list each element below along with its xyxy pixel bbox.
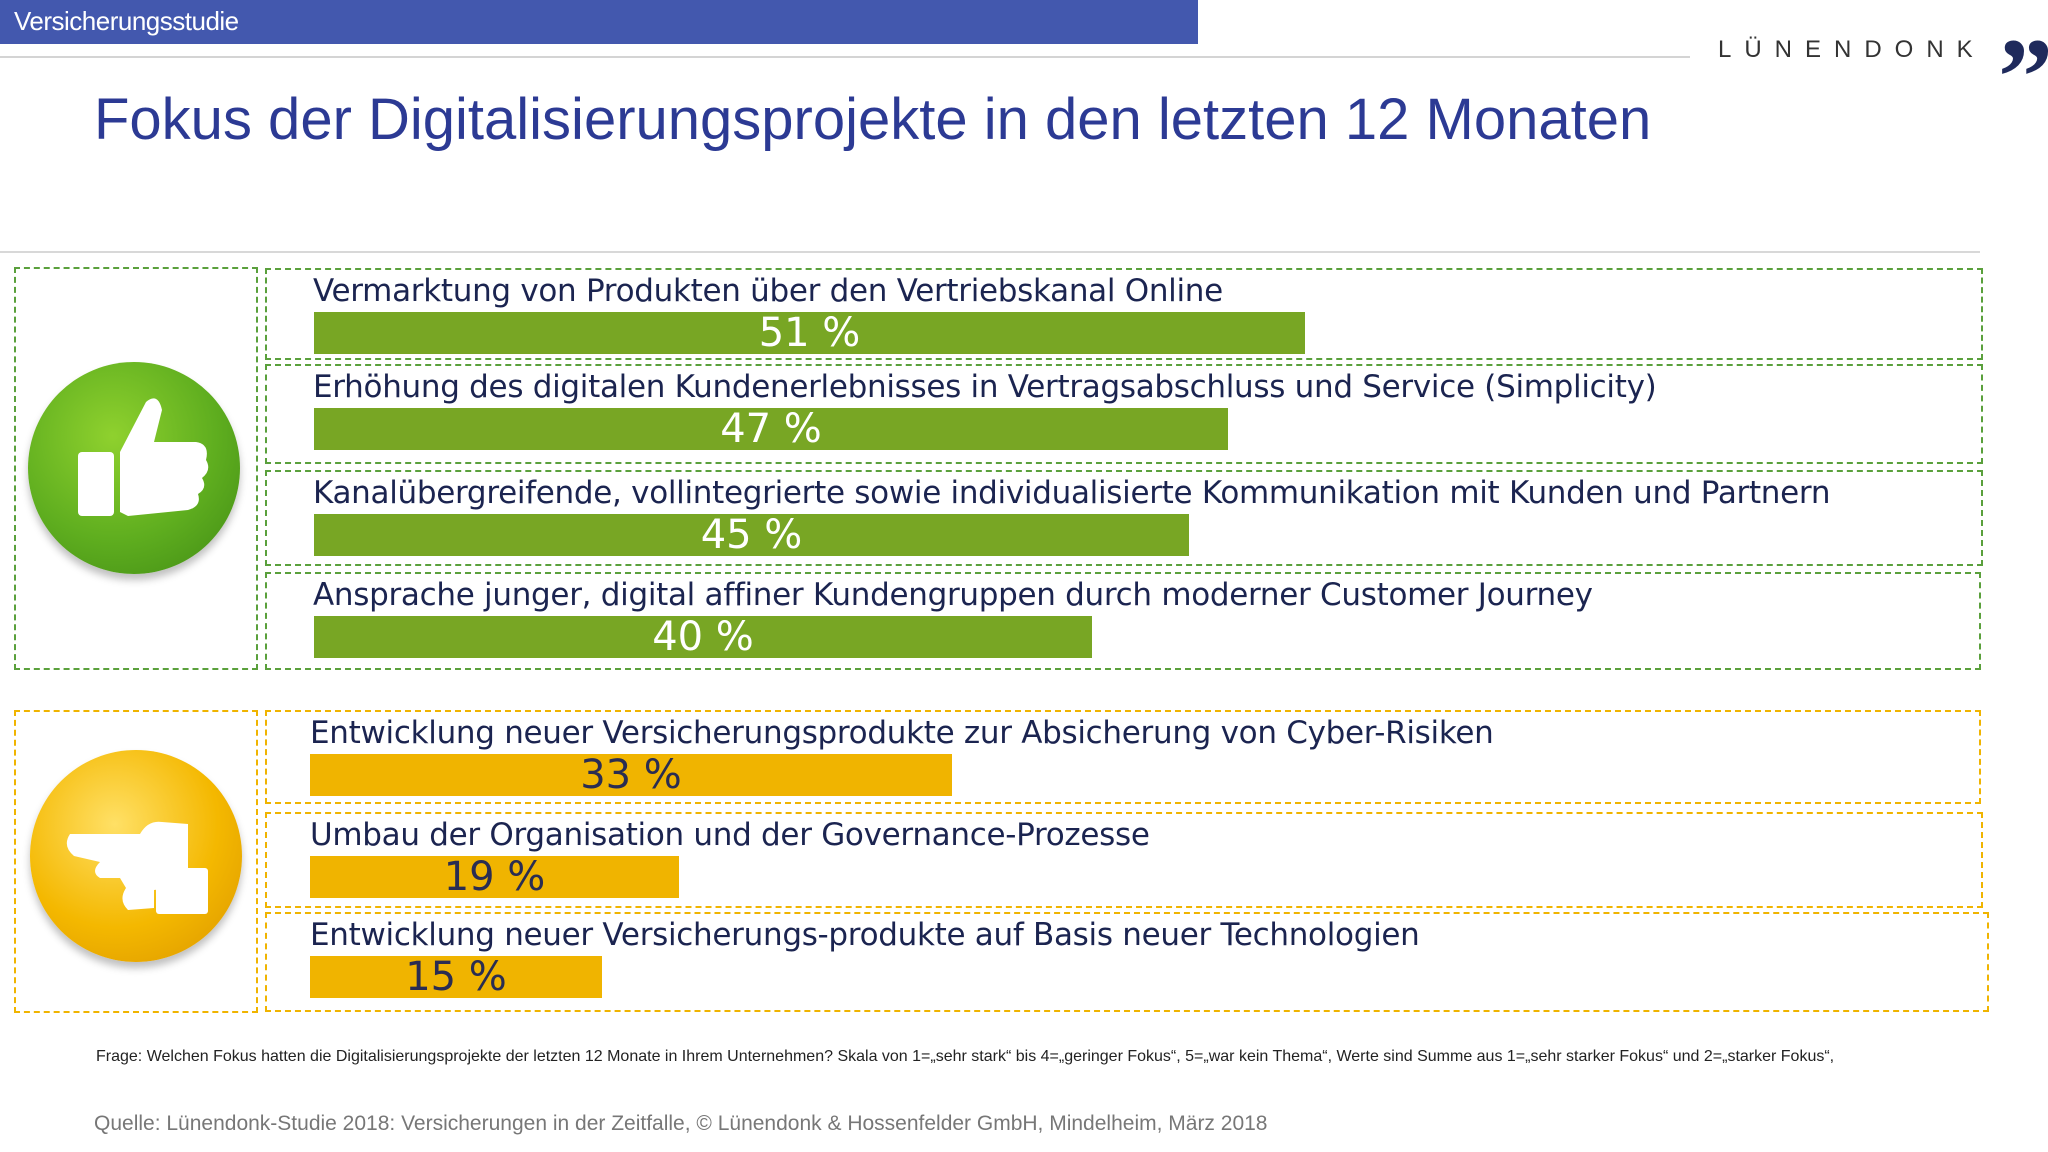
bar-row: Entwicklung neuer Versicherungsprodukte … [265, 710, 1981, 804]
thumbs-up-icon [28, 362, 240, 574]
bar-row: Erhöhung des digitalen Kundenerlebnisses… [265, 364, 1983, 464]
bar-category-label: Kanalübergreifende, vollintegrierte sowi… [313, 475, 1831, 511]
bar-mark: 47 % [314, 406, 1228, 452]
bar-mark: 40 % [314, 614, 1092, 660]
bar-value-label: 51 % [758, 310, 861, 356]
bar-value-label: 47 % [720, 406, 822, 452]
header-bar: Versicherungsstudie [0, 0, 1198, 44]
positive-group-frame [14, 267, 258, 670]
bar-mark: 33 % [310, 752, 952, 798]
bar-category-label: Umbau der Organisation und der Governanc… [310, 817, 1150, 853]
bar-row: Entwicklung neuer Versicherungs-produkte… [265, 912, 1989, 1012]
brand-logo: LÜNENDONK [1718, 36, 1986, 63]
brand-quote-mark: ” [1998, 22, 2048, 82]
bar-mark: 19 % [310, 854, 679, 900]
bar-mark: 51 % [314, 310, 1305, 356]
bar-category-label: Entwicklung neuer Versicherungs-produkte… [310, 917, 1420, 953]
bar-category-label: Vermarktung von Produkten über den Vertr… [313, 273, 1223, 309]
section-label: Versicherungsstudie [14, 6, 239, 36]
thumbs-sideways-icon [30, 750, 242, 962]
bar-mark: 15 % [310, 954, 602, 1000]
bar-value-label: 15 % [405, 954, 507, 1000]
bar-row: Vermarktung von Produkten über den Vertr… [265, 268, 1983, 360]
bar-category-label: Entwicklung neuer Versicherungsprodukte … [310, 715, 1494, 751]
bar-mark: 45 % [314, 512, 1189, 558]
source-note: Quelle: Lünendonk-Studie 2018: Versicher… [94, 1112, 1268, 1135]
page-title: Fokus der Digitalisierungsprojekte in de… [94, 87, 1652, 152]
bar-category-label: Ansprache junger, digital affiner Kunden… [313, 577, 1593, 613]
bar-row: Kanalübergreifende, vollintegrierte sowi… [265, 470, 1983, 566]
section-divider [0, 251, 1980, 253]
bar-value-label: 19 % [443, 854, 546, 900]
bar-category-label: Erhöhung des digitalen Kundenerlebnisses… [313, 369, 1657, 405]
footnote: Frage: Welchen Fokus hatten die Digitali… [96, 1048, 1835, 1065]
bar-value-label: 45 % [700, 512, 803, 558]
neutral-group-frame [14, 710, 258, 1013]
bar-value-label: 40 % [652, 614, 754, 660]
bar-row: Umbau der Organisation und der Governanc… [265, 812, 1983, 908]
bar-row: Ansprache junger, digital affiner Kunden… [265, 572, 1981, 670]
bar-value-label: 33 % [580, 752, 682, 798]
header-divider [0, 56, 1690, 58]
